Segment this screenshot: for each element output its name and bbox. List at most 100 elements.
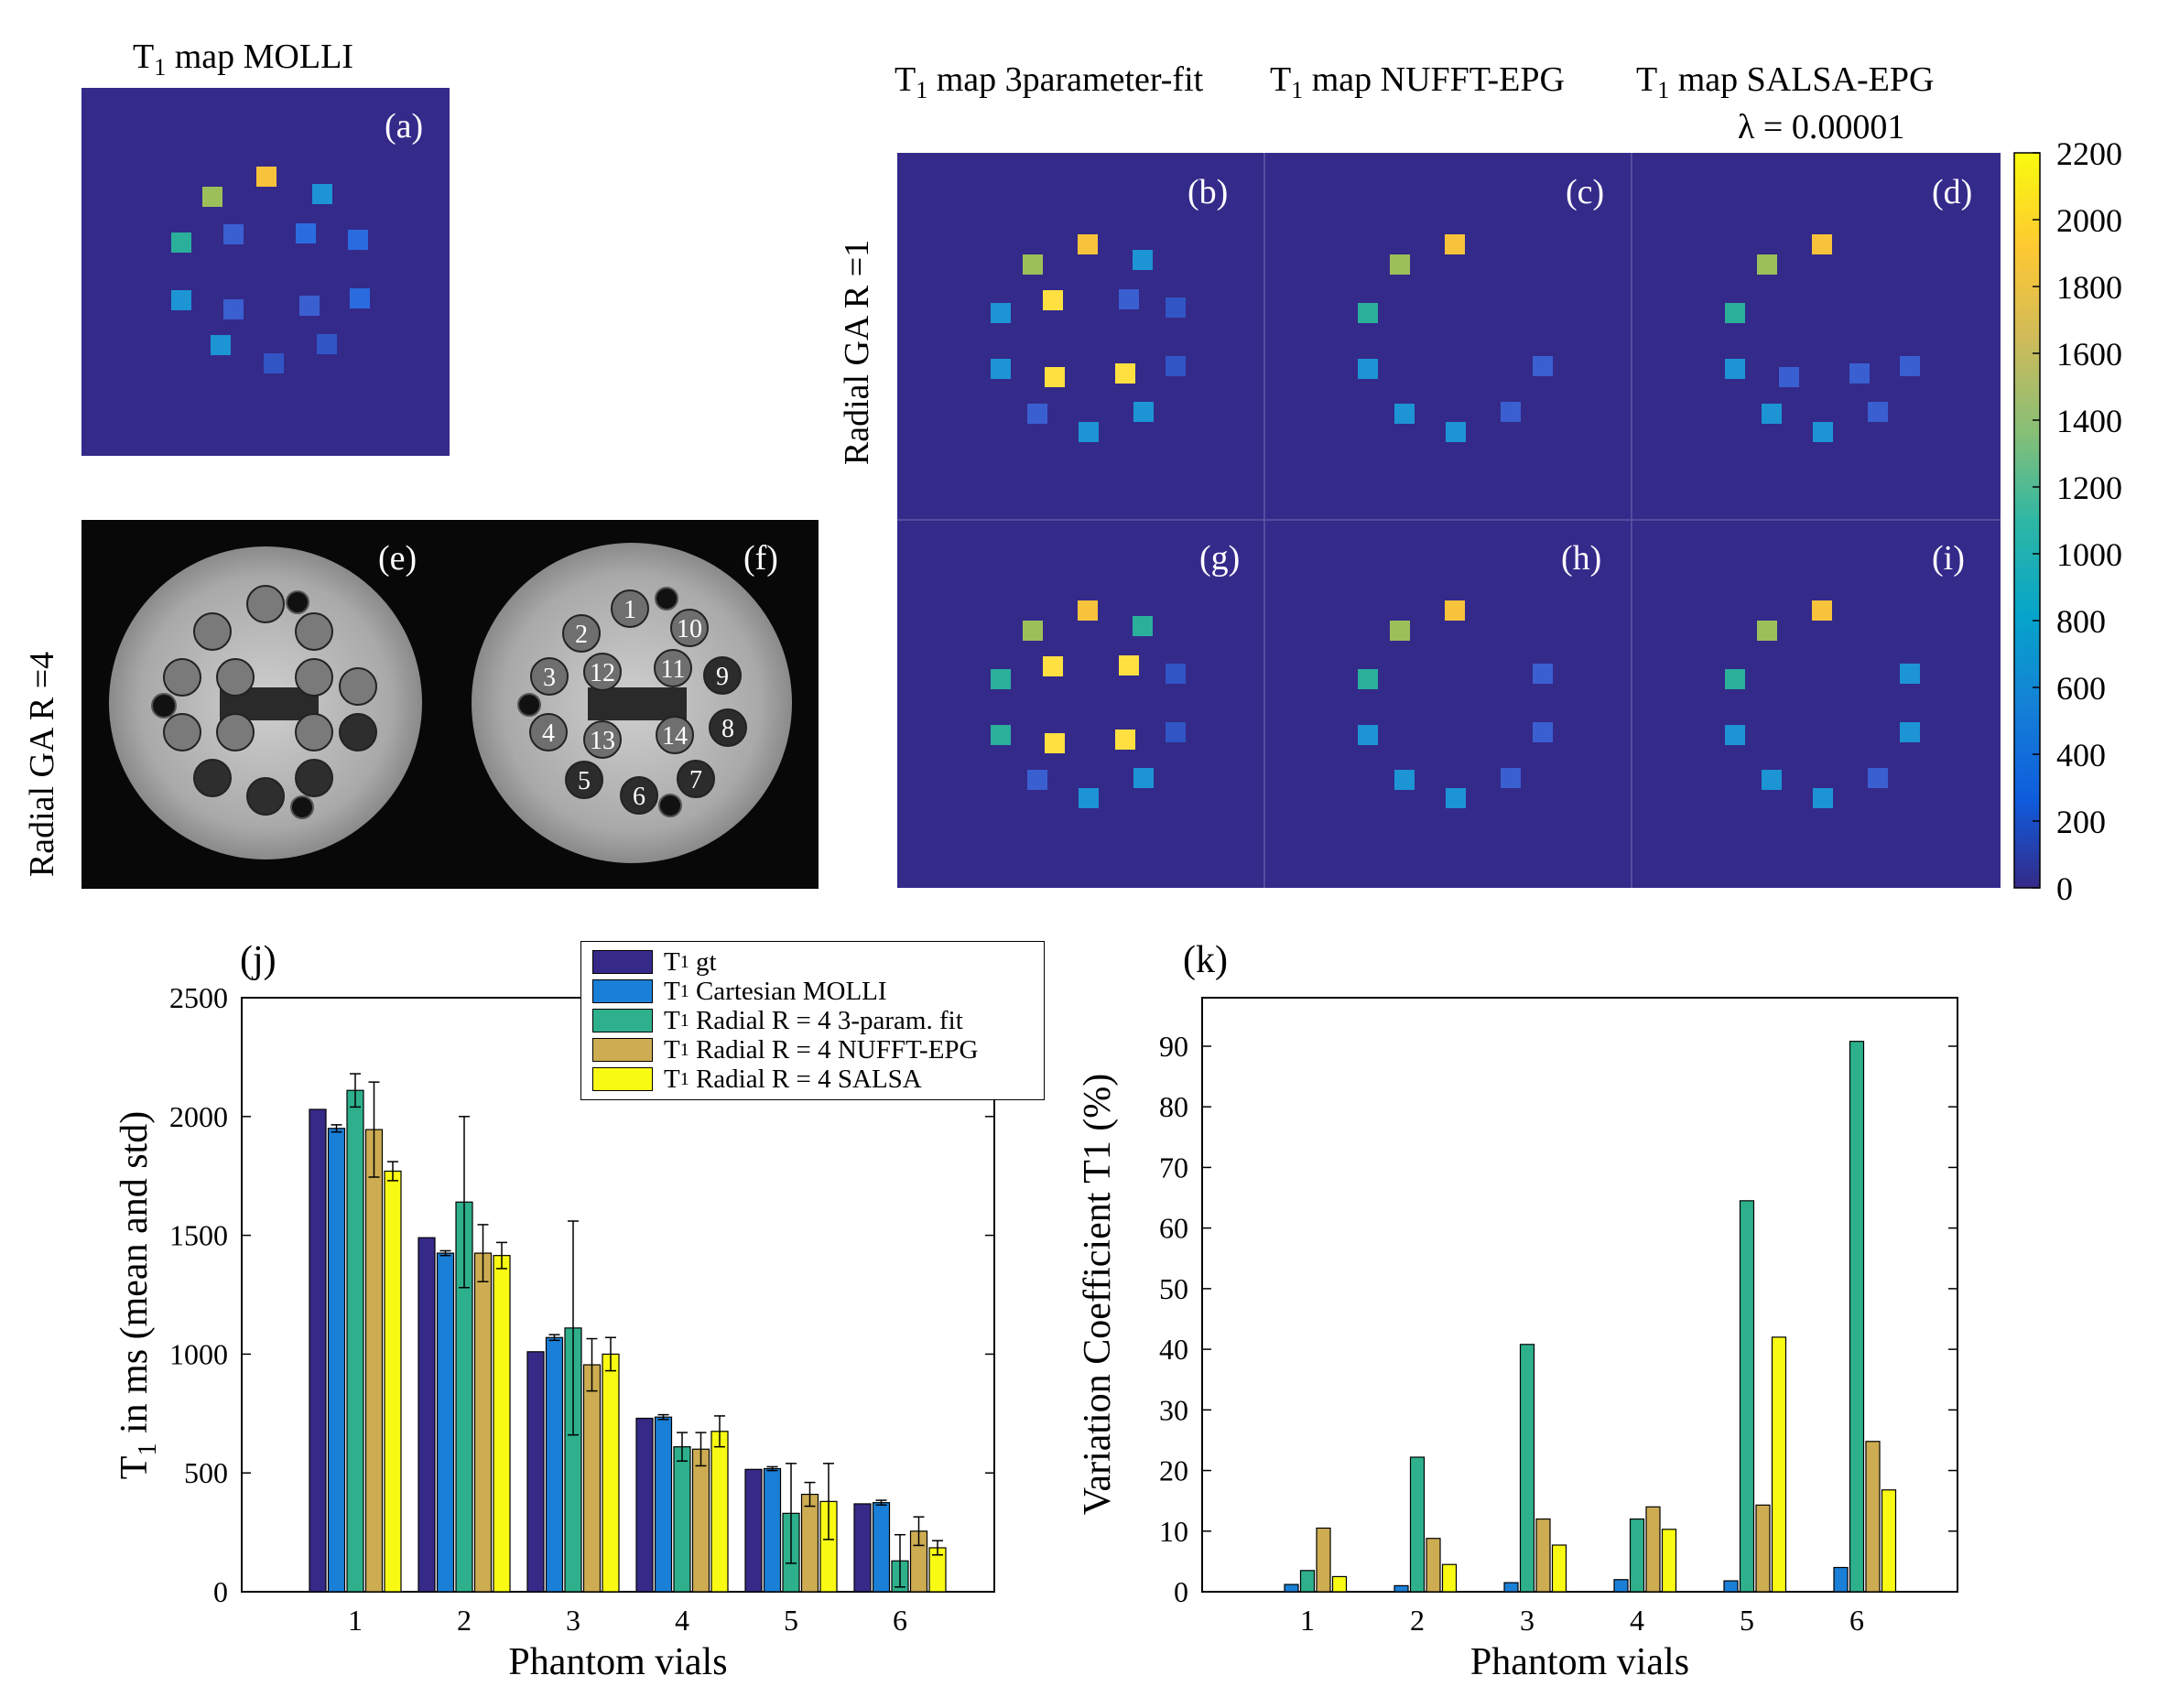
vial-grid-2-0-11: [1900, 356, 1920, 376]
panel-d-label: (d): [1932, 173, 1972, 211]
vial-grid-0-1-9: [1045, 733, 1065, 753]
vial-grid-0-0-10: [1115, 363, 1135, 384]
bar-3-2: [1409, 1456, 1426, 1593]
vial-f-number-1: 1: [624, 596, 636, 624]
legend-label-prefix: T: [664, 1034, 680, 1065]
legend-label-sub: 1: [679, 1068, 689, 1089]
legend-label-suffix: gt: [689, 946, 717, 977]
vial-f-11: [654, 649, 692, 687]
x-tick-label: 2: [457, 1604, 472, 1637]
bar-4-3: [582, 1364, 602, 1593]
vial-grid-2-0-8: [1725, 359, 1745, 379]
chart-k: 0 10 20 30 40 50 60 70 80 90 1 2 3 4 5 6 Phantom vials (k…: [1077, 939, 1958, 1683]
vial-e-5: [216, 658, 255, 697]
x-tick-label: 3: [1520, 1604, 1534, 1637]
bar-3-1: [1299, 1570, 1316, 1593]
vial-grid-2-0-10: [1849, 363, 1870, 384]
legend-swatch: [592, 950, 653, 974]
bar-1-3: [526, 1351, 545, 1593]
axes-frame: [1201, 997, 1958, 1593]
vial-grid-0-0-9: [1045, 367, 1065, 387]
vial-f-13: [583, 720, 622, 759]
y-tick-label: 60: [1159, 1212, 1188, 1245]
colorbar-tick-label: 200: [2056, 804, 2106, 840]
bar-5-1: [1331, 1575, 1348, 1593]
bar-4-5: [800, 1493, 819, 1593]
bar-5-2: [1441, 1563, 1458, 1593]
y-tick-label: 40: [1159, 1333, 1188, 1366]
vial-grid-0-1-3: [1133, 616, 1153, 636]
colorbar-tick-label: 2000: [2056, 202, 2122, 239]
bar-2-4: [654, 1416, 673, 1593]
vial-grid-2-1-12: [1762, 770, 1782, 790]
vial-grid-0-0-3: [1133, 250, 1153, 270]
vial-a-6: [296, 223, 316, 243]
vial-f-9: [703, 656, 742, 695]
y-tick-label: 500: [184, 1456, 228, 1489]
vial-f-6: [620, 776, 658, 815]
bar-2-1: [1284, 1584, 1299, 1593]
vial-grid-2-1-13: [1813, 788, 1833, 808]
colorbar-tick-label: 1000: [2056, 536, 2122, 573]
bar-5-3: [602, 1353, 620, 1593]
y-tick-label: 20: [1159, 1454, 1188, 1487]
bar-4-2: [473, 1252, 493, 1593]
y-tick-label: 2500: [169, 981, 228, 1014]
vial-e-small-bottom: [290, 795, 314, 819]
vial-e-1: [246, 585, 285, 623]
vial-f-number-5: 5: [578, 767, 591, 795]
vial-a-13: [264, 353, 284, 373]
y-tick-label: 0: [1174, 1575, 1188, 1608]
vial-e-2: [193, 612, 232, 651]
vial-f-10: [670, 609, 709, 647]
vial-grid-0-0-5: [1043, 290, 1063, 310]
vial-f-small-left: [517, 693, 541, 717]
legend-label-prefix: T: [664, 976, 680, 1006]
vial-a-10: [299, 296, 320, 316]
vial-f-number-8: 8: [721, 715, 734, 743]
vial-e-small-left: [151, 693, 177, 719]
vial-grid-1-1-1: [1445, 600, 1465, 621]
vial-grid-0-1-10: [1115, 730, 1135, 750]
x-axis-label: Phantom vials: [508, 1641, 727, 1683]
x-tick-label: 2: [1410, 1604, 1425, 1637]
colorbar-tick-label: 600: [2056, 670, 2106, 707]
vial-grid-1-1-2: [1390, 621, 1410, 641]
grid-vials: [991, 234, 1920, 808]
vial-grid-0-0-7: [1166, 297, 1186, 318]
legend-label-suffix: Radial R = 4 3-param. fit: [689, 1005, 963, 1035]
vial-grid-0-1-13: [1079, 788, 1099, 808]
colorbar-tick-label: 1200: [2056, 470, 2122, 506]
vial-e-6: [295, 658, 333, 697]
x-tick-label: 5: [784, 1604, 798, 1637]
colorbar-tick-label: 1400: [2056, 403, 2122, 439]
vial-grid-1-0-12: [1394, 404, 1415, 424]
panel-a-vials: [171, 167, 370, 373]
vial-grid-0-0-6: [1119, 289, 1139, 309]
vial-a-9: [223, 299, 244, 319]
y-axis-label-sub: 1: [134, 1443, 162, 1456]
vial-grid-1-0-8: [1358, 359, 1378, 379]
y-axis-label: T1 in ms (mean and std): [114, 1111, 162, 1479]
vial-grid-1-1-11: [1533, 722, 1553, 742]
bar-1-4: [635, 1417, 654, 1593]
vial-e-3: [295, 612, 333, 651]
vial-grid-1-0-11: [1533, 356, 1553, 376]
vial-a-14: [317, 334, 337, 354]
title-salsa-epg: T1 map SALSA-EPG: [1636, 60, 1935, 103]
bar-4-3: [1535, 1518, 1551, 1593]
colorbar-tick-label: 1600: [2056, 336, 2122, 373]
legend-label-sub: 1: [679, 1039, 689, 1060]
bar-3-3: [1519, 1344, 1535, 1593]
vial-f-14: [656, 716, 694, 754]
x-tick-label: 4: [1630, 1604, 1644, 1637]
vial-f-number-13: 13: [590, 727, 615, 755]
bar-4-1: [1316, 1527, 1331, 1593]
vial-f-number-3: 3: [543, 664, 556, 692]
